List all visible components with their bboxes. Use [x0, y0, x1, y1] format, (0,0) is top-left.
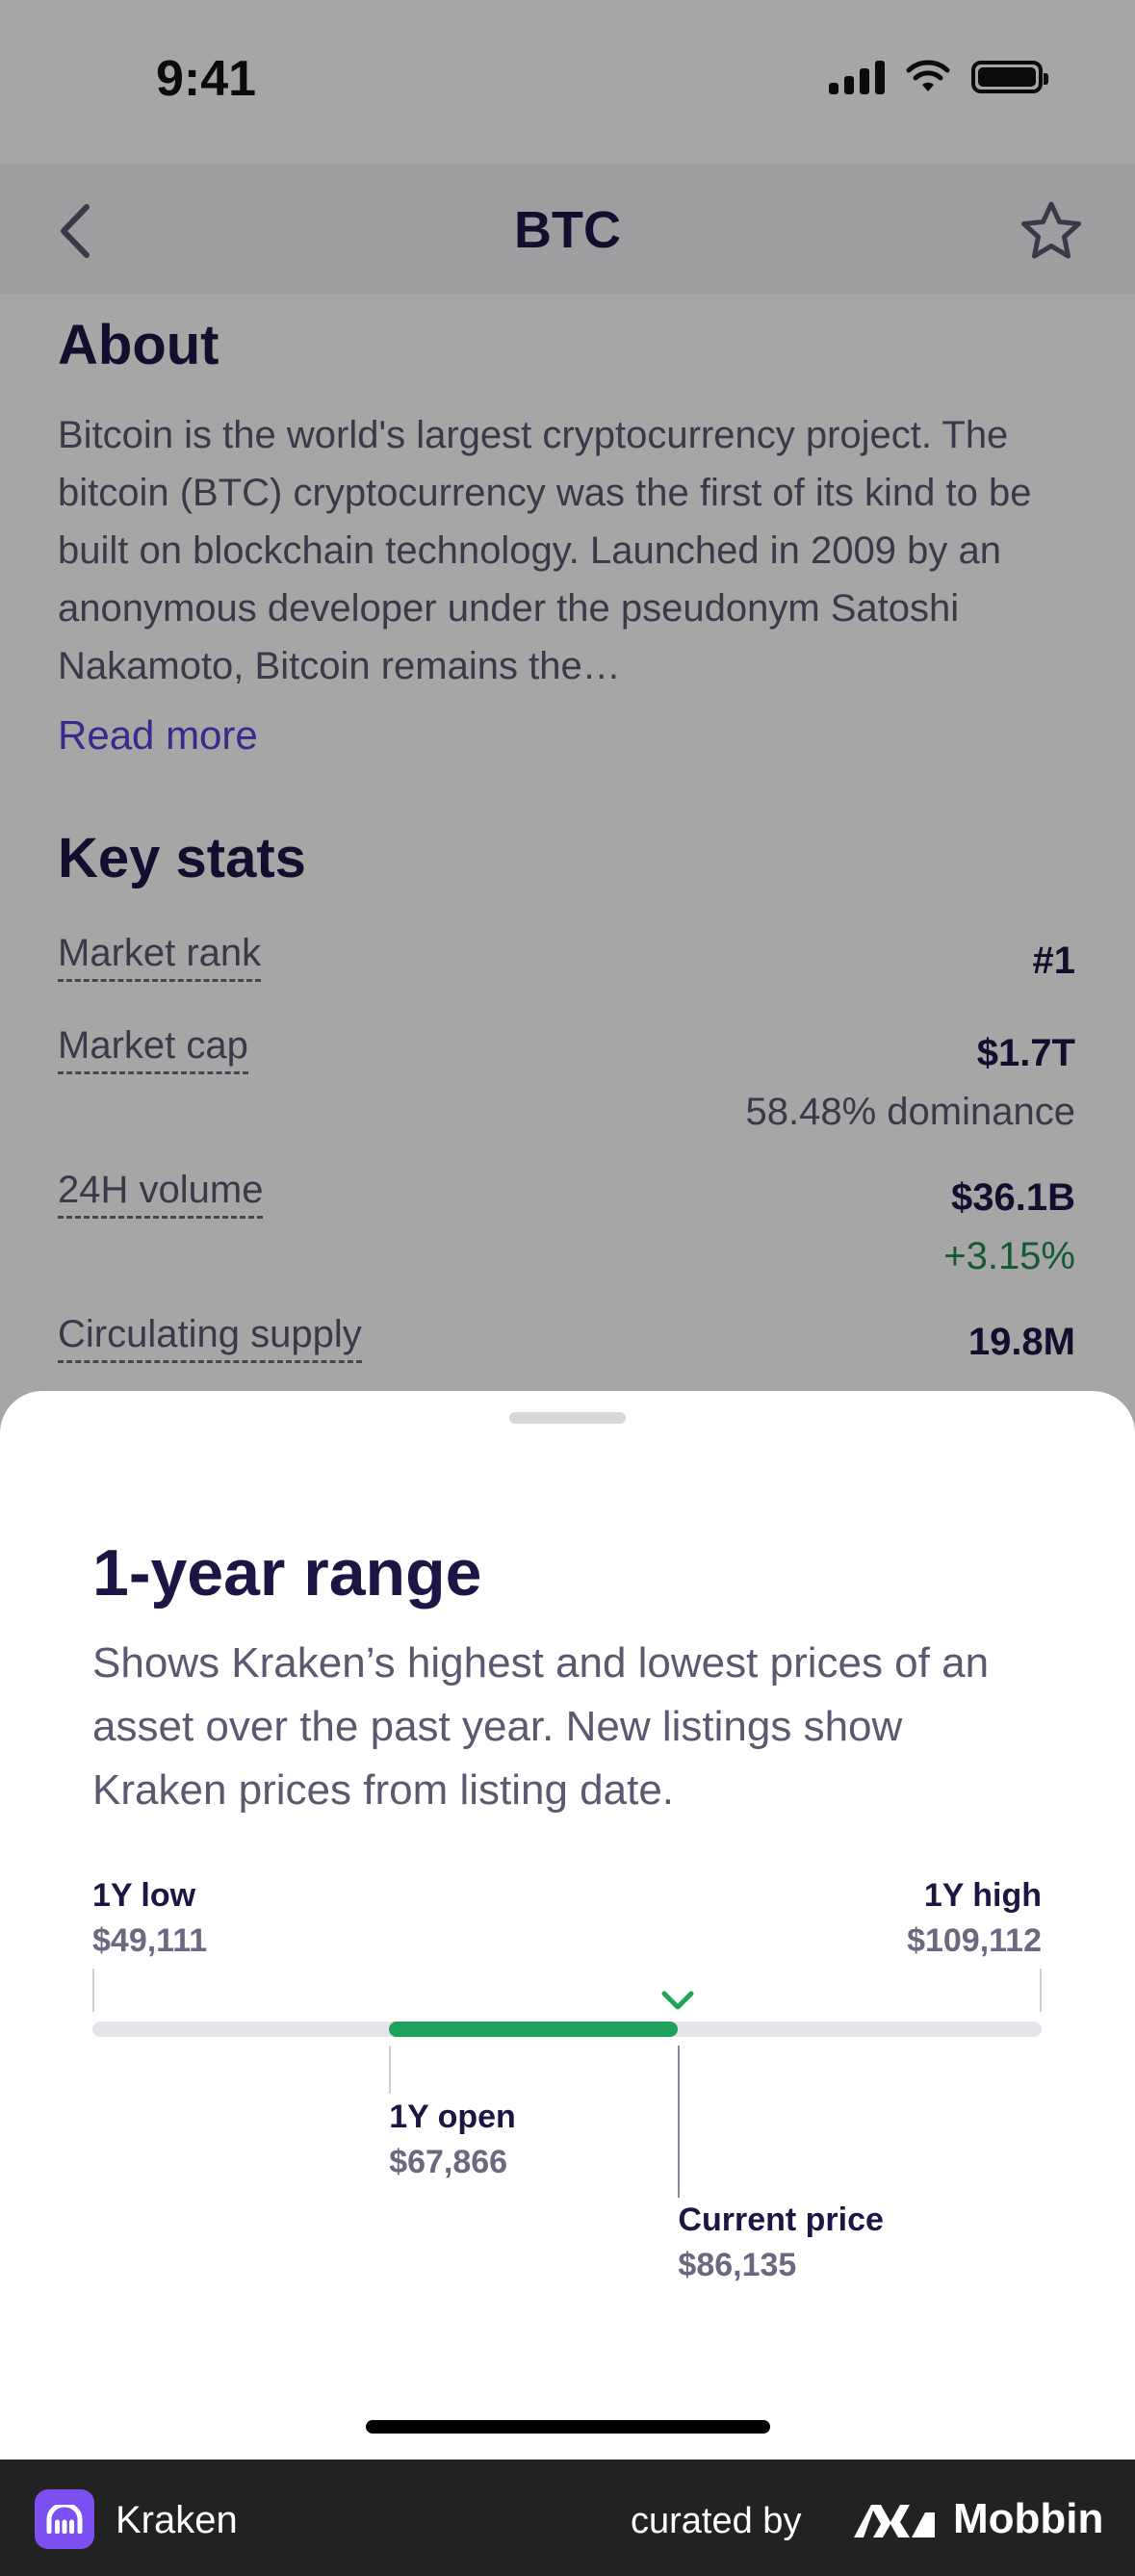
kraken-logo-icon: [35, 2489, 94, 2549]
about-heading: About: [58, 314, 219, 376]
star-icon: [1021, 201, 1081, 259]
range-high-value: $109,112: [907, 1922, 1042, 1959]
stat-value-market-rank: #1: [1032, 940, 1076, 982]
stat-label-market-rank[interactable]: Market rank: [58, 932, 262, 982]
modal-backdrop[interactable]: [0, 0, 1135, 1444]
mobbin-brand: Mobbin: [953, 2495, 1104, 2542]
current-price-marker-icon: [661, 1991, 694, 2010]
attribution-bar: [0, 2460, 1135, 2576]
key-stats-heading: Key stats: [58, 827, 306, 889]
stat-label-market-cap[interactable]: Market cap: [58, 1024, 248, 1074]
stat-label-24h-volume[interactable]: 24H volume: [58, 1169, 264, 1219]
range-high-label: 1Y high: [923, 1877, 1042, 1914]
stat-value-circulating-supply: 19.8M: [967, 1321, 1075, 1363]
chevron-left-icon: [61, 204, 90, 258]
stat-value-24h-volume: $36.1B: [951, 1176, 1075, 1219]
stat-sub-market-cap: 58.48% dominance: [745, 1091, 1075, 1133]
home-indicator: [366, 2420, 770, 2434]
range-open-value: $67,866: [389, 2144, 508, 2180]
battery-icon: [971, 61, 1048, 93]
sheet-title: 1-year range: [92, 1536, 482, 1610]
stat-value-market-cap: $1.7T: [976, 1032, 1075, 1074]
current-price-line: [678, 2046, 681, 2198]
app-name: Kraken: [116, 2499, 238, 2541]
range-info-sheet: 1-year range Shows Kraken’s highest and …: [0, 1391, 1135, 2460]
favorite-button[interactable]: [1018, 198, 1085, 266]
range-low-value: $49,111: [92, 1922, 208, 1959]
status-time: 9:41: [156, 51, 257, 107]
current-price-value: $86,135: [678, 2247, 797, 2283]
status-bar: 9:41: [0, 0, 1135, 164]
range-low-tick: [92, 1969, 94, 2012]
range-high-tick: [1040, 1969, 1042, 2012]
mobbin-logo-icon: [854, 2505, 935, 2537]
range-open-tick: [389, 2046, 392, 2094]
asset-detail-screen: 9:41 BTC About Bitcoin is the world's la…: [0, 0, 1135, 1363]
current-price-label: Current price: [678, 2202, 884, 2238]
range-open-label: 1Y open: [389, 2099, 516, 2135]
stat-label-circulating-supply[interactable]: Circulating supply: [58, 1313, 362, 1363]
curated-by-label: curated by: [631, 2501, 802, 2541]
cellular-signal-icon: [829, 60, 885, 94]
page-title: BTC: [514, 201, 621, 259]
navigation-bar: [0, 164, 1135, 294]
status-icons: [829, 60, 1048, 94]
read-more-link[interactable]: Read more: [58, 712, 258, 758]
about-description: Bitcoin is the world's largest cryptocur…: [58, 414, 1032, 687]
sheet-description: Shows Kraken’s highest and lowest prices…: [92, 1639, 990, 1814]
back-button[interactable]: [56, 197, 104, 265]
range-low-label: 1Y low: [92, 1877, 196, 1914]
stat-sub-24h-volume: +3.15%: [943, 1235, 1075, 1277]
sheet-grabber[interactable]: [509, 1412, 626, 1424]
wifi-icon: [906, 60, 950, 91]
range-fill: [389, 2022, 679, 2037]
